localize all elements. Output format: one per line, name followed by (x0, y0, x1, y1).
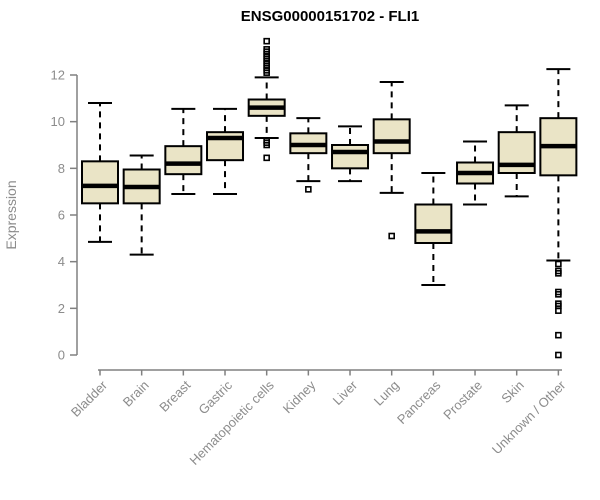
box-pancreas (414, 172, 453, 286)
box-liver (331, 125, 370, 183)
y-axis-label: Expression (3, 180, 19, 249)
y-axis: 0 2 4 6 8 10 12 (51, 68, 78, 363)
iqr-box (164, 145, 203, 176)
iqr-box (331, 144, 370, 170)
x-tick-label: Kidney (280, 377, 319, 416)
x-tick-label: Bladder (68, 377, 111, 420)
outlier-point (263, 154, 270, 162)
x-tick-label: Unknown / Other (489, 377, 569, 457)
outlier-point (263, 37, 270, 45)
x-tick-label: Skin (498, 378, 526, 406)
iqr-box (81, 160, 119, 205)
boxes (81, 37, 578, 359)
box-hematopoietic-cells (247, 37, 286, 162)
outlier-point (263, 141, 270, 149)
y-tick-label: 4 (58, 254, 65, 269)
outlier-point (305, 186, 312, 193)
outlier-point (555, 291, 562, 298)
iqr-box (414, 203, 453, 244)
x-tick-label: Gastric (195, 377, 235, 417)
x-tick-label: Liver (330, 377, 361, 408)
chart-title: ENSG00000151702 - FLI1 (241, 8, 419, 25)
y-tick-label: 12 (51, 68, 65, 83)
y-tick-label: 6 (58, 208, 65, 223)
box-breast (164, 107, 203, 195)
box-gastric (206, 107, 245, 195)
outlier-point (555, 351, 562, 359)
box-brain (122, 154, 161, 256)
outlier-point (263, 69, 270, 76)
outlier-point (555, 307, 562, 314)
y-tick-label: 2 (58, 301, 65, 316)
box-bladder (81, 102, 119, 243)
box-lung (372, 81, 411, 240)
iqr-box (372, 118, 411, 155)
x-tick-label: Brain (120, 378, 152, 410)
x-tick-label: Breast (156, 377, 193, 414)
outlier-point (555, 270, 562, 277)
x-tick-label: Lung (371, 378, 402, 409)
box-unknown-other (539, 68, 578, 359)
y-tick-label: 10 (51, 114, 65, 129)
y-tick-label: 0 (58, 348, 65, 363)
outlier-point (388, 232, 395, 240)
box-prostate (456, 140, 495, 206)
y-tick-label: 8 (58, 161, 65, 176)
box-kidney (289, 117, 328, 193)
x-tick-label: Pancreas (394, 377, 444, 427)
outlier-point (555, 331, 562, 339)
box-skin (497, 104, 536, 198)
outlier-point (555, 260, 562, 268)
x-tick-label: Prostate (440, 378, 485, 423)
